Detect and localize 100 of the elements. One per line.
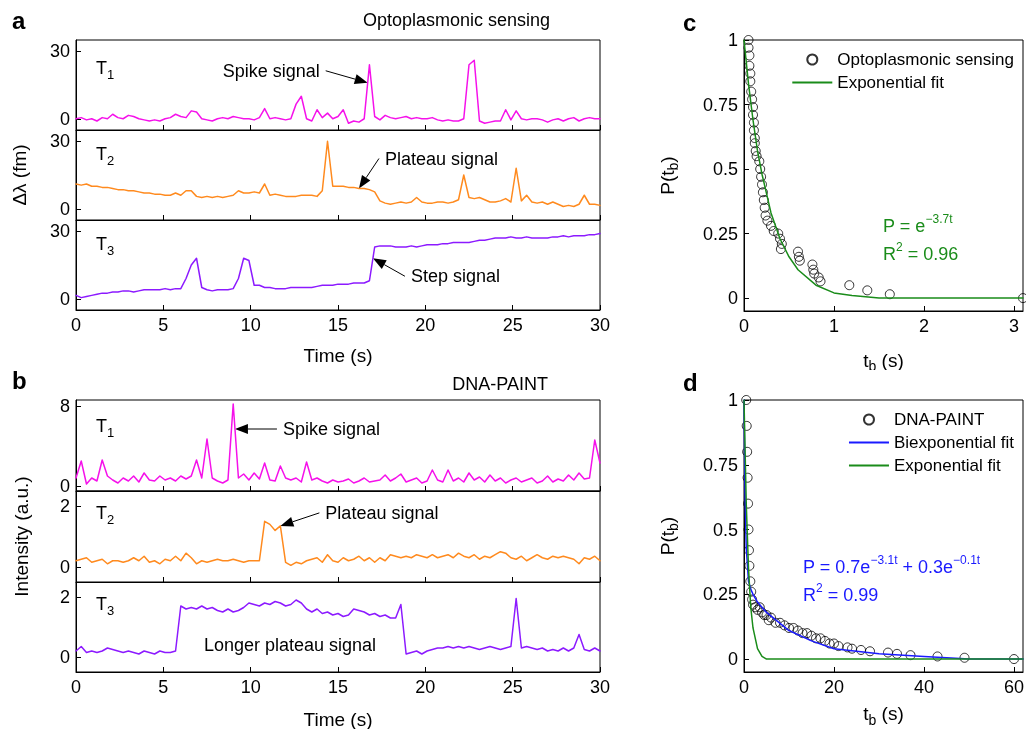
point — [742, 446, 753, 457]
y-tick-label: 30 — [49, 41, 70, 62]
x-tick-label: 60 — [1003, 677, 1025, 697]
point — [883, 647, 893, 658]
point — [813, 272, 824, 283]
point — [844, 280, 855, 291]
point — [811, 633, 821, 644]
point — [775, 617, 785, 628]
point — [829, 638, 839, 649]
point — [784, 622, 794, 633]
legend-label: Exponential fit — [893, 456, 1002, 475]
point — [760, 210, 771, 221]
point — [776, 238, 787, 249]
point — [755, 164, 766, 175]
point — [758, 195, 769, 206]
point — [808, 264, 819, 275]
y-tick-label: 0.25 — [702, 584, 738, 605]
y-tick-label: 0 — [59, 476, 70, 496]
point — [747, 94, 758, 105]
point — [748, 109, 758, 120]
x-tick-label: 5 — [158, 677, 169, 697]
point — [743, 35, 754, 45]
y-tick-label: 30 — [49, 221, 70, 242]
y-tick-label: 0 — [727, 649, 738, 670]
point — [744, 60, 755, 71]
point — [749, 133, 760, 144]
chart-title: DNA-PAINT — [452, 374, 548, 394]
y-tick-label: 0.75 — [702, 94, 738, 115]
chart-title: Optoplasmonic sensing — [362, 10, 551, 30]
point — [750, 145, 761, 156]
y-tick-label: 0 — [59, 647, 70, 667]
point — [797, 628, 808, 639]
annotation: Step signal — [410, 266, 500, 287]
point — [793, 251, 804, 262]
line-series — [75, 403, 601, 485]
x-axis-title: Time (s) — [303, 708, 373, 729]
x-tick-label: 20 — [823, 677, 845, 697]
point — [768, 225, 779, 236]
point — [743, 524, 754, 535]
legend-label: Optoplasmonic sensing — [837, 50, 1015, 69]
y-tick-label: 0 — [727, 288, 738, 309]
point — [856, 644, 866, 655]
point — [775, 244, 786, 255]
annotation: Spike signal — [282, 419, 381, 439]
point — [744, 50, 755, 61]
y-tick-label: 8 — [59, 396, 70, 416]
point — [884, 289, 895, 300]
text: d — [683, 368, 698, 396]
y-tick-label: 0.5 — [712, 159, 738, 180]
x-tick-label: 20 — [415, 315, 436, 335]
legend-label: Exponential fit — [837, 73, 945, 92]
line-series — [75, 232, 601, 299]
point — [815, 633, 826, 644]
point — [751, 151, 762, 162]
point — [892, 648, 902, 659]
point — [766, 220, 776, 231]
line-series — [75, 597, 601, 655]
y-tick-label: 0.25 — [702, 223, 738, 244]
annotation: Longer plateau signal — [203, 635, 377, 655]
point — [745, 68, 756, 79]
point — [748, 117, 759, 128]
y-tick-label: 0 — [59, 108, 70, 129]
x-tick-label: 15 — [327, 315, 349, 335]
y-tick-label: 0.5 — [712, 519, 738, 540]
point — [793, 246, 803, 257]
point — [749, 138, 760, 149]
y-tick-label: 2 — [59, 587, 70, 607]
point — [746, 86, 757, 97]
point — [746, 586, 757, 597]
point — [741, 420, 752, 431]
x-tick-label: 15 — [327, 677, 349, 697]
text: c — [683, 8, 697, 36]
point — [847, 643, 857, 654]
point — [833, 641, 844, 652]
point — [788, 622, 799, 633]
point — [809, 268, 820, 279]
point — [744, 560, 755, 571]
annotation: Spike signal — [222, 60, 320, 81]
x-tick-label: 10 — [240, 315, 261, 335]
point — [932, 651, 943, 662]
line-series — [743, 399, 1024, 660]
annotation: Plateau signal — [325, 502, 439, 523]
point — [807, 259, 818, 270]
y-axis-title: Δλ (fm) — [8, 144, 30, 206]
point — [806, 630, 817, 641]
point — [820, 635, 830, 646]
point — [762, 215, 773, 226]
legend-label: Biexponential fit — [893, 433, 1015, 452]
y-axis-title: Intensity (a.u.) — [10, 476, 32, 597]
y-tick-label: 0 — [59, 288, 70, 309]
y-tick-label: 0 — [59, 198, 70, 219]
point — [842, 642, 853, 653]
y-tick-label: 0.75 — [702, 454, 738, 475]
x-tick-label: 2 — [918, 316, 930, 336]
point — [815, 276, 826, 287]
point — [757, 187, 768, 198]
point — [773, 228, 784, 239]
y-tick-label: 1 — [727, 390, 738, 410]
point — [824, 638, 835, 649]
y-tick-label: 2 — [59, 496, 70, 517]
